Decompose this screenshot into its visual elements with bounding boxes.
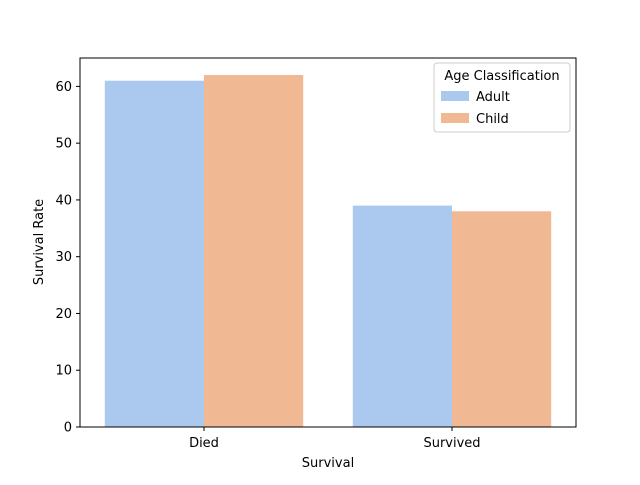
legend-label-child: Child — [476, 112, 509, 127]
bar-child-survived — [452, 211, 552, 427]
x-tick-label: Survived — [423, 436, 480, 451]
y-axis-label: Survival Rate — [32, 199, 47, 285]
y-tick-label: 0 — [64, 421, 72, 436]
legend-label-adult: Adult — [476, 90, 510, 105]
x-axis-label: Survival — [302, 456, 354, 471]
legend: Age Classification Adult Child — [433, 62, 571, 133]
x-tick-label: Died — [189, 436, 219, 451]
bars-layer — [104, 75, 552, 428]
y-axis: 0 10 20 30 40 50 60 — [55, 80, 80, 436]
bar-child-died — [204, 75, 304, 428]
y-tick-label: 40 — [55, 193, 72, 208]
bar-adult-died — [104, 80, 204, 427]
plot-frame — [79, 57, 577, 428]
y-tick-label: 50 — [55, 137, 72, 152]
y-tick-label: 60 — [55, 80, 72, 95]
legend-swatch-adult — [441, 91, 469, 101]
y-tick-label: 10 — [55, 364, 72, 379]
y-tick-label: 20 — [55, 307, 72, 322]
bar-adult-survived — [352, 205, 452, 427]
legend-swatch-child — [441, 113, 469, 123]
x-axis: Died Survived — [189, 427, 481, 451]
y-tick-label: 30 — [55, 250, 72, 265]
legend-title: Age Classification — [444, 69, 559, 84]
